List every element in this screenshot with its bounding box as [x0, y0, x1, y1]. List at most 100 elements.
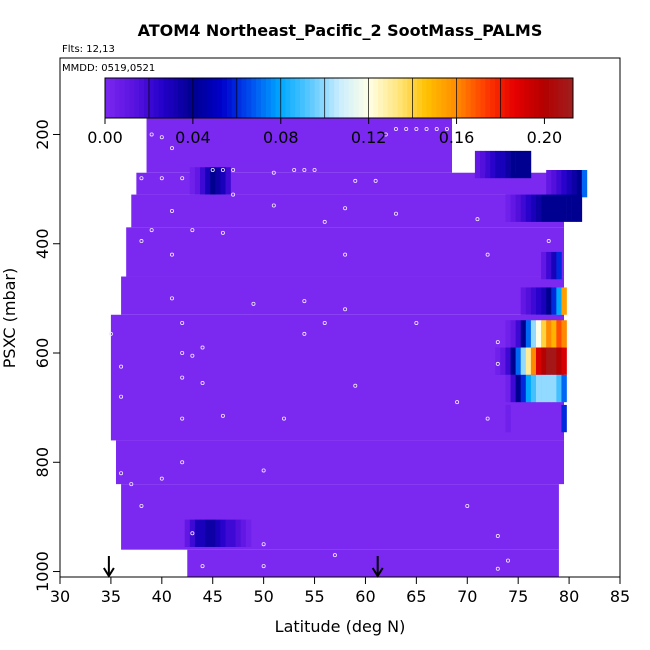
sample-point: [180, 460, 185, 465]
heatmap-cell: [510, 374, 516, 403]
heatmap-cell: [571, 194, 578, 222]
heatmap-cell: [530, 374, 537, 403]
sample-point: [495, 361, 500, 366]
heatmap-cell: [530, 347, 537, 375]
heatmap-cell: [561, 374, 567, 403]
colorbar-swatch: [314, 78, 320, 118]
heatmap-cell: [225, 167, 231, 195]
sample-point: [404, 127, 409, 132]
colorbar-swatch: [124, 78, 130, 118]
colorbar-tick-label: 0.04: [175, 128, 211, 147]
sample-point: [190, 228, 195, 233]
heatmap-cell: [520, 287, 527, 315]
heatmap-cell: [500, 150, 506, 179]
sample-point: [343, 307, 348, 312]
colorbar-swatch: [222, 78, 228, 118]
colorbar-swatch: [231, 78, 238, 118]
heatmap-cell: [205, 519, 211, 547]
heatmap-cell: [220, 519, 226, 547]
sample-point: [159, 135, 164, 140]
colorbar-swatch: [319, 78, 325, 118]
colorbar-swatch: [426, 78, 433, 118]
colorbar-swatch: [183, 78, 189, 118]
sample-point: [465, 137, 470, 142]
colorbar-swatch: [265, 78, 272, 118]
sample-point: [200, 345, 205, 350]
sample-point: [180, 375, 185, 380]
colorbar-swatch: [353, 78, 359, 118]
sample-point: [475, 217, 480, 222]
heatmap-region: [187, 549, 559, 577]
sample-point: [353, 178, 358, 183]
heatmap-cell: [536, 374, 542, 403]
colorbar-swatch: [436, 78, 442, 118]
heatmap-cell: [495, 347, 501, 375]
colorbar-swatch: [207, 78, 213, 118]
sample-point: [444, 127, 449, 132]
heatmap-cell: [530, 194, 537, 222]
sample-point: [200, 381, 205, 386]
heatmap-cell: [490, 150, 496, 179]
heatmap-cell: [561, 194, 567, 222]
heatmap-cell: [556, 374, 562, 403]
heatmap-cell: [194, 519, 201, 547]
colorbar-swatch: [524, 78, 530, 118]
sample-point: [393, 127, 398, 132]
sample-point: [129, 482, 134, 487]
sample-point: [159, 476, 164, 481]
heatmap-cell: [541, 374, 547, 403]
heatmap-cell: [520, 320, 527, 348]
colorbar-swatch: [451, 78, 457, 118]
sample-point: [220, 413, 225, 418]
heatmap-cell: [525, 287, 532, 315]
sample-point: [343, 206, 348, 211]
sample-point: [139, 176, 144, 181]
colorbar-swatch: [382, 78, 389, 118]
sample-point: [383, 132, 388, 137]
y-axis: 200 400 600 800 1000: [33, 119, 60, 592]
heatmap-cell: [184, 519, 191, 547]
heatmap-cell: [581, 169, 588, 198]
colorbar-swatch: [148, 78, 155, 118]
heatmap-cell: [505, 374, 511, 403]
sample-point: [465, 503, 470, 508]
heatmap-region: [121, 276, 564, 315]
sample-point: [169, 146, 174, 151]
colorbar-swatch: [144, 78, 150, 118]
sample-point: [180, 416, 185, 421]
heatmap-cell: [556, 347, 562, 375]
colorbar-swatch: [397, 78, 403, 118]
colorbar-swatch: [548, 78, 554, 118]
sample-point: [271, 170, 276, 175]
x-tick-label: 30: [50, 587, 70, 606]
flight-markers: [103, 556, 384, 578]
heatmap-cell: [520, 194, 527, 222]
sample-point: [190, 531, 195, 536]
sample-point: [169, 252, 174, 257]
colorbar-swatch: [270, 78, 277, 118]
heatmap-cell: [515, 374, 522, 403]
colorbar-swatch: [465, 78, 472, 118]
heatmap-cell: [505, 404, 511, 433]
heatmap-cell: [546, 374, 552, 403]
colorbar-swatch: [563, 78, 569, 118]
heatmap-cell: [205, 167, 211, 195]
heatmap-cell: [200, 519, 206, 547]
x-tick-label: 35: [101, 587, 121, 606]
heatmap-cell: [520, 150, 527, 179]
colorbar-swatch: [114, 78, 121, 118]
colorbar-swatch: [460, 78, 467, 118]
colorbar-swatch: [261, 78, 267, 118]
colorbar-swatch: [534, 78, 540, 118]
heatmap-region: [146, 118, 452, 173]
colorbar-swatch: [251, 78, 257, 118]
colorbar-swatch: [363, 78, 369, 118]
heatmap-cell: [551, 320, 557, 348]
heatmap-cell: [536, 194, 542, 222]
sample-point: [180, 351, 185, 356]
sample-point: [180, 320, 185, 325]
sample-point: [353, 383, 358, 388]
heatmap-cell: [541, 194, 547, 222]
sample-point: [149, 228, 154, 233]
